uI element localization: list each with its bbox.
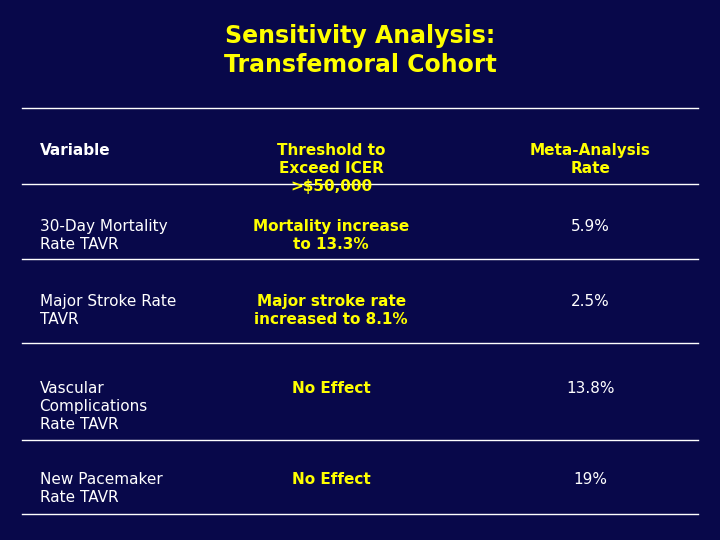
- Text: 5.9%: 5.9%: [571, 219, 610, 234]
- Text: No Effect: No Effect: [292, 381, 371, 396]
- Text: Mortality increase
to 13.3%: Mortality increase to 13.3%: [253, 219, 410, 252]
- Text: Sensitivity Analysis:
Transfemoral Cohort: Sensitivity Analysis: Transfemoral Cohor…: [224, 24, 496, 77]
- Text: No Effect: No Effect: [292, 472, 371, 488]
- Text: Major Stroke Rate
TAVR: Major Stroke Rate TAVR: [40, 294, 176, 327]
- Text: Meta-Analysis
Rate: Meta-Analysis Rate: [530, 143, 651, 176]
- Text: Vascular
Complications
Rate TAVR: Vascular Complications Rate TAVR: [40, 381, 148, 431]
- Text: 19%: 19%: [573, 472, 608, 488]
- Text: 13.8%: 13.8%: [566, 381, 615, 396]
- Text: 30-Day Mortality
Rate TAVR: 30-Day Mortality Rate TAVR: [40, 219, 167, 252]
- Text: Major stroke rate
increased to 8.1%: Major stroke rate increased to 8.1%: [254, 294, 408, 327]
- Text: New Pacemaker
Rate TAVR: New Pacemaker Rate TAVR: [40, 472, 162, 505]
- Text: Variable: Variable: [40, 143, 110, 158]
- Text: 2.5%: 2.5%: [571, 294, 610, 309]
- Text: Threshold to
Exceed ICER
>$50,000: Threshold to Exceed ICER >$50,000: [277, 143, 385, 194]
